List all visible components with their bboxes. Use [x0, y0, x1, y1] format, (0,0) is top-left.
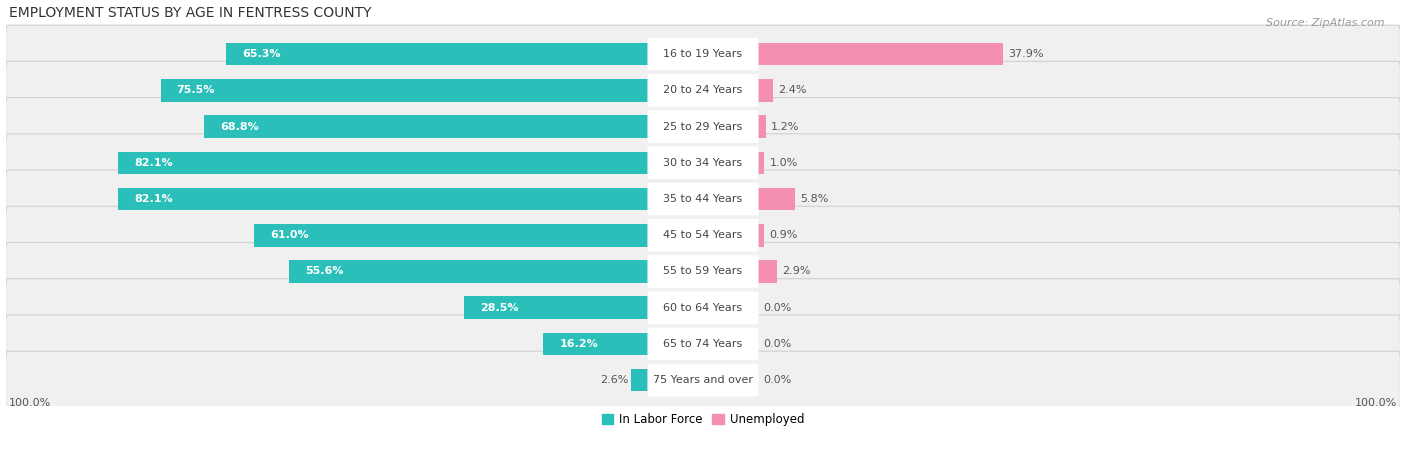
Text: 16.2%: 16.2%: [560, 339, 599, 349]
FancyBboxPatch shape: [6, 315, 1400, 373]
Bar: [758, 224, 763, 247]
Bar: [758, 188, 796, 210]
Bar: [758, 43, 1002, 65]
Text: 82.1%: 82.1%: [134, 158, 173, 168]
Text: 2.6%: 2.6%: [600, 375, 628, 385]
Text: 100.0%: 100.0%: [8, 398, 51, 408]
Text: 1.0%: 1.0%: [769, 158, 797, 168]
FancyBboxPatch shape: [6, 170, 1400, 228]
Text: 30 to 34 Years: 30 to 34 Years: [664, 158, 742, 168]
Text: 20 to 24 Years: 20 to 24 Years: [664, 85, 742, 95]
FancyBboxPatch shape: [647, 219, 759, 252]
Bar: [758, 260, 776, 283]
Text: 65 to 74 Years: 65 to 74 Years: [664, 339, 742, 349]
Text: 45 to 54 Years: 45 to 54 Years: [664, 230, 742, 240]
Bar: [118, 152, 648, 174]
Bar: [226, 43, 648, 65]
Text: EMPLOYMENT STATUS BY AGE IN FENTRESS COUNTY: EMPLOYMENT STATUS BY AGE IN FENTRESS COU…: [8, 6, 371, 20]
FancyBboxPatch shape: [647, 327, 759, 360]
FancyBboxPatch shape: [647, 74, 759, 107]
FancyBboxPatch shape: [647, 364, 759, 396]
FancyBboxPatch shape: [647, 255, 759, 288]
Bar: [758, 152, 765, 174]
Text: 75.5%: 75.5%: [177, 85, 215, 95]
Text: 25 to 29 Years: 25 to 29 Years: [664, 122, 742, 132]
FancyBboxPatch shape: [6, 25, 1400, 83]
Text: 37.9%: 37.9%: [1008, 49, 1043, 59]
FancyBboxPatch shape: [647, 38, 759, 70]
FancyBboxPatch shape: [6, 243, 1400, 300]
Text: 60 to 64 Years: 60 to 64 Years: [664, 303, 742, 313]
Text: 100.0%: 100.0%: [1355, 398, 1398, 408]
FancyBboxPatch shape: [647, 147, 759, 179]
Text: 75 Years and over: 75 Years and over: [652, 375, 754, 385]
Text: 55 to 59 Years: 55 to 59 Years: [664, 267, 742, 276]
Text: 82.1%: 82.1%: [134, 194, 173, 204]
Bar: [544, 333, 648, 355]
FancyBboxPatch shape: [6, 61, 1400, 120]
Text: 28.5%: 28.5%: [481, 303, 519, 313]
Text: 0.0%: 0.0%: [763, 375, 792, 385]
FancyBboxPatch shape: [6, 206, 1400, 264]
Bar: [118, 188, 648, 210]
Bar: [758, 115, 766, 138]
Bar: [631, 369, 648, 391]
Bar: [254, 224, 648, 247]
Text: 68.8%: 68.8%: [219, 122, 259, 132]
Legend: In Labor Force, Unemployed: In Labor Force, Unemployed: [598, 408, 808, 431]
Text: 1.2%: 1.2%: [770, 122, 799, 132]
Text: 0.0%: 0.0%: [763, 339, 792, 349]
Text: 5.8%: 5.8%: [800, 194, 830, 204]
FancyBboxPatch shape: [647, 183, 759, 215]
Text: 35 to 44 Years: 35 to 44 Years: [664, 194, 742, 204]
Text: 0.9%: 0.9%: [769, 230, 797, 240]
Text: 61.0%: 61.0%: [270, 230, 309, 240]
Bar: [464, 296, 648, 319]
FancyBboxPatch shape: [6, 279, 1400, 337]
Text: 2.9%: 2.9%: [782, 267, 810, 276]
Text: 65.3%: 65.3%: [243, 49, 281, 59]
Bar: [204, 115, 648, 138]
Bar: [290, 260, 648, 283]
FancyBboxPatch shape: [6, 351, 1400, 409]
Text: 0.0%: 0.0%: [763, 303, 792, 313]
FancyBboxPatch shape: [647, 110, 759, 143]
Text: 16 to 19 Years: 16 to 19 Years: [664, 49, 742, 59]
FancyBboxPatch shape: [6, 97, 1400, 156]
Text: 55.6%: 55.6%: [305, 267, 343, 276]
Text: Source: ZipAtlas.com: Source: ZipAtlas.com: [1267, 18, 1385, 28]
FancyBboxPatch shape: [6, 134, 1400, 192]
Bar: [758, 79, 773, 101]
Text: 2.4%: 2.4%: [779, 85, 807, 95]
FancyBboxPatch shape: [647, 291, 759, 324]
Bar: [160, 79, 648, 101]
